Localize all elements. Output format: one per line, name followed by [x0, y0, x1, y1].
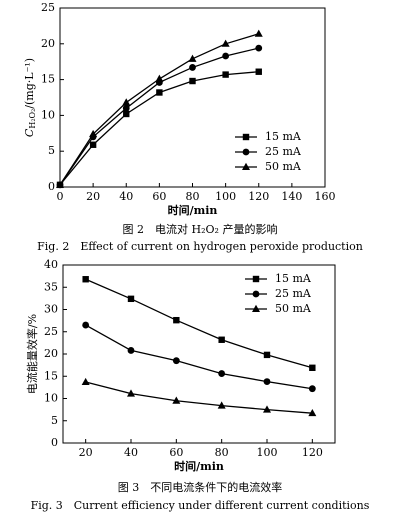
y-tick-label: 15: [41, 73, 55, 86]
x-tick-label: 20: [86, 190, 100, 203]
legend-label: 50 mA: [275, 302, 312, 315]
marker: [189, 77, 196, 85]
legend-label: 15 mA: [265, 130, 302, 143]
marker: [188, 54, 197, 62]
y-axis-label: 电流能量效率/%: [25, 314, 39, 394]
marker: [218, 370, 226, 377]
legend-marker: [252, 304, 260, 312]
series-line: [85, 381, 313, 414]
marker: [127, 389, 135, 397]
marker: [222, 52, 230, 60]
x-tick-label: 20: [79, 446, 93, 459]
x-tick-label: 140: [281, 190, 302, 203]
x-tick-label: 80: [215, 446, 229, 459]
x-tick-label: 100: [215, 190, 236, 203]
series-line: [59, 47, 259, 186]
marker: [309, 364, 316, 371]
marker: [156, 89, 163, 96]
marker: [123, 110, 130, 118]
x-axis-label: 时间/min: [174, 459, 224, 473]
y-tick-label: 10: [41, 108, 55, 121]
x-tick-label: 160: [315, 190, 336, 203]
x-tick-label: 40: [124, 446, 138, 459]
series-line: [85, 324, 313, 390]
caption-en: Fig. 3 Current efficiency under differen…: [31, 499, 370, 512]
y-axis-label-part: H₂O₂: [28, 109, 37, 129]
legend-marker: [252, 290, 260, 298]
marker: [82, 276, 89, 283]
legend-label: 15 mA: [275, 272, 312, 285]
marker: [308, 408, 317, 417]
x-tick-label: 80: [186, 190, 200, 203]
chart: 0 20 40 60 80 100 120 140 160 0 5 10 15 20 25 时间/min CH₂…: [23, 1, 363, 253]
legend-label: 25 mA: [275, 287, 312, 300]
legend-marker: [242, 162, 250, 170]
marker: [155, 74, 164, 82]
marker: [173, 316, 180, 324]
marker: [263, 405, 271, 413]
legend-marker: [252, 275, 260, 283]
marker: [82, 321, 90, 329]
marker: [122, 104, 130, 112]
x-tick-label: 120: [302, 446, 323, 459]
marker: [127, 295, 135, 303]
y-tick-label: 0: [51, 436, 58, 449]
marker: [308, 385, 316, 393]
marker: [172, 396, 181, 404]
x-axis-label: 时间/min: [168, 203, 218, 217]
caption-en: Fig. 2 Effect of current on hydrogen per…: [37, 240, 363, 253]
marker: [172, 357, 180, 365]
y-tick-label: 0: [48, 180, 55, 193]
marker: [222, 71, 229, 78]
y-tick-label: 25: [41, 1, 55, 14]
y-axis-label-part: /(mg·L⁻¹): [23, 58, 36, 109]
x-tick-label: 100: [257, 446, 278, 459]
legend-label: 25 mA: [265, 145, 302, 158]
marker: [81, 377, 90, 386]
marker: [89, 129, 98, 138]
marker: [263, 378, 271, 385]
y-tick-label: 5: [48, 144, 55, 157]
x-tick-label: 120: [248, 190, 269, 203]
chart: 20 40 60 80 100 120 0 5 10 15 20 25 30 35 40 时间/min 电流能量…: [25, 258, 370, 512]
y-tick-label: 40: [44, 258, 58, 271]
marker: [127, 347, 135, 354]
y-tick-label: 20: [44, 347, 58, 360]
marker: [217, 401, 226, 409]
marker: [189, 64, 196, 71]
x-tick-label: 60: [152, 190, 166, 203]
marker: [263, 351, 271, 359]
y-tick-label: 30: [44, 303, 58, 316]
y-axis-label-part: C: [23, 128, 36, 137]
x-tick-label: 0: [57, 190, 64, 203]
marker: [122, 98, 131, 106]
y-tick-label: 15: [44, 369, 58, 382]
marker: [221, 39, 230, 47]
marker: [56, 180, 64, 188]
legend-marker: [242, 133, 250, 141]
marker: [89, 141, 97, 148]
series-line: [85, 278, 313, 369]
y-tick-label: 5: [51, 414, 58, 427]
y-axis-label: CH₂O₂/(mg·L⁻¹): [23, 58, 37, 137]
marker: [255, 68, 262, 75]
marker: [254, 29, 263, 37]
caption: 图 2 电流对 H₂O₂ 产量的影响: [123, 222, 278, 236]
legend-label: 50 mA: [265, 160, 302, 173]
y-tick-label: 35: [44, 280, 58, 293]
marker: [218, 336, 225, 343]
y-tick-label: 10: [44, 392, 58, 405]
series-line: [59, 71, 259, 186]
legend-marker: [242, 148, 250, 156]
y-tick-label: 25: [44, 325, 58, 338]
marker: [255, 44, 263, 52]
x-tick-label: 40: [119, 190, 133, 203]
y-tick-label: 20: [41, 37, 55, 50]
caption: 图 3 不同电流条件下的电流效率: [118, 480, 283, 494]
x-tick-label: 60: [169, 446, 183, 459]
